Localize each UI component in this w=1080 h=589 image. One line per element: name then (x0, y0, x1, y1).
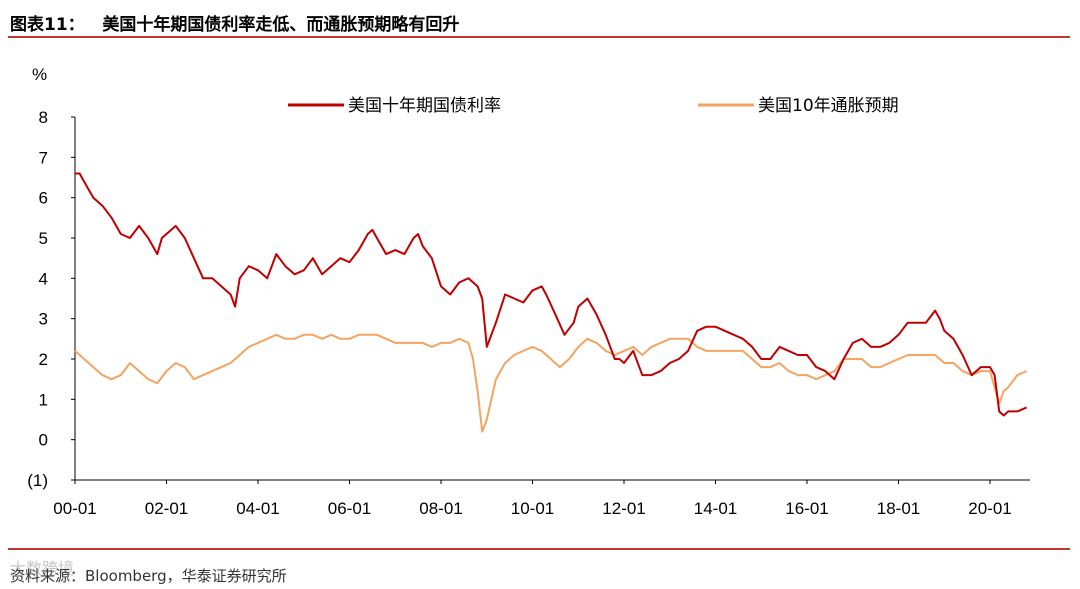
series-layer (74, 172, 1027, 433)
source-note: 资料来源：Bloomberg，华泰证券研究所 (10, 567, 287, 585)
y-tick-label: 8 (39, 108, 48, 127)
footer-divider (8, 548, 1070, 550)
x-tick-label: 00-01 (53, 499, 96, 518)
watermark-logo: 大数跨境 (10, 559, 75, 578)
x-axis-ticks: 00-01 02-01 04-01 06-01 08-01 10-01 12-01 14-01… (53, 480, 1012, 518)
chart-legend: 美国十年期国债利率 美国10年通胀预期 (288, 96, 899, 116)
x-tick-label: 14-01 (694, 499, 737, 518)
line-chart: % 8 7 6 5 4 3 2 1 0 (1) 00-01 02-01 04-01 06-01 08-01… (27, 65, 1030, 518)
y-tick-label: 7 (39, 148, 48, 167)
x-tick-label: 20-01 (968, 499, 1011, 518)
legend-label: 美国十年期国债利率 (348, 96, 501, 116)
x-tick-label: 08-01 (419, 499, 462, 518)
y-tick-label: 1 (39, 390, 48, 409)
x-tick-label: 16-01 (785, 499, 828, 518)
y-tick-label: 4 (39, 269, 48, 288)
title-divider (8, 36, 1070, 38)
y-tick-label: (1) (27, 471, 48, 490)
x-tick-label: 02-01 (145, 499, 188, 518)
chart-title: 图表11： 美国十年期国债利率走低、而通胀预期略有回升 (10, 15, 460, 35)
y-tick-label: 2 (39, 350, 48, 369)
x-tick-label: 18-01 (877, 499, 920, 518)
y-tick-label: 0 (39, 431, 48, 450)
y-axis-unit-label: % (32, 65, 47, 84)
y-tick-label: 3 (39, 310, 48, 329)
y-axis-ticks: 8 7 6 5 4 3 2 1 0 (1) (27, 108, 75, 490)
x-tick-label: 06-01 (328, 499, 371, 518)
y-tick-label: 6 (39, 189, 48, 208)
series-line (74, 333, 1027, 433)
series-line (75, 172, 1027, 417)
y-tick-label: 5 (39, 229, 48, 248)
x-tick-label: 12-01 (602, 499, 645, 518)
x-tick-label: 10-01 (511, 499, 554, 518)
x-tick-label: 04-01 (236, 499, 279, 518)
legend-label: 美国10年通胀预期 (758, 96, 899, 116)
